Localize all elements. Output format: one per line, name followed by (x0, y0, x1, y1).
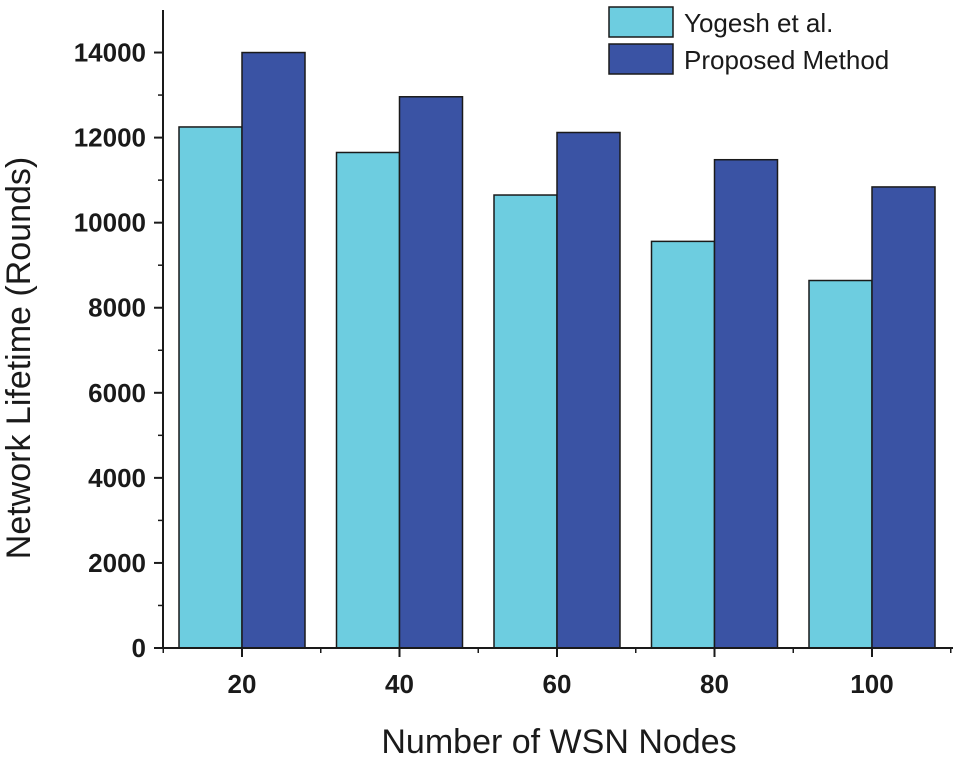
bar-proposed-40 (398, 96, 464, 649)
bar-yogesh-60 (493, 194, 558, 649)
y-axis-ticks (154, 51, 163, 649)
y-axis-title: Network Lifetime (Rounds) (0, 157, 38, 559)
bar-yogesh-100 (808, 279, 873, 649)
legend-label-proposed: Proposed Method (684, 45, 889, 75)
x-tick-label: 20 (228, 669, 257, 699)
y-tick-label: 0 (132, 633, 146, 663)
legend-swatch-yogesh (608, 6, 674, 38)
legend-label-yogesh: Yogesh et al. (684, 8, 833, 38)
y-tick-label: 6000 (88, 378, 146, 408)
x-tick-label: 80 (700, 669, 729, 699)
bar-proposed-80 (713, 158, 779, 649)
y-tick-label: 2000 (88, 548, 146, 578)
bar-proposed-20 (241, 51, 306, 649)
y-tick-label: 10000 (74, 208, 146, 238)
x-tick-label: 100 (850, 669, 893, 699)
bar-yogesh-40 (335, 151, 401, 649)
bar-proposed-60 (556, 131, 621, 649)
y-tick-label: 12000 (74, 123, 146, 153)
y-tick-label: 4000 (88, 463, 146, 493)
y-tick-label: 14000 (74, 38, 146, 68)
x-tick-label: 60 (543, 669, 572, 699)
y-tick-label: 8000 (88, 293, 146, 323)
y-axis-tick-labels: 0 2000 4000 6000 8000 10000 12000 14000 (74, 38, 146, 663)
legend: Yogesh et al. Proposed Method (608, 6, 889, 75)
x-axis-title: Number of WSN Nodes (381, 723, 736, 758)
legend-swatch-proposed (608, 43, 674, 75)
bars (178, 51, 936, 649)
bar-yogesh-80 (650, 240, 716, 649)
x-tick-label: 40 (385, 669, 414, 699)
bar-proposed-100 (871, 186, 936, 649)
x-axis-tick-labels: 20 40 60 80 100 (228, 669, 894, 699)
x-axis-ticks (162, 648, 952, 657)
bar-yogesh-20 (178, 126, 243, 649)
